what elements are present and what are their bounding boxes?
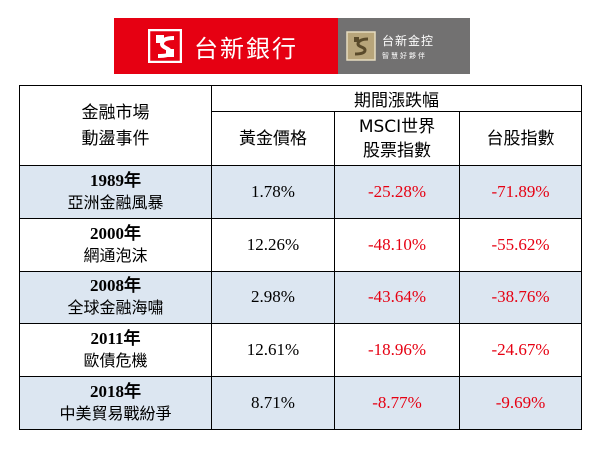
table-row: 2011年 歐債危機 12.61% -18.96% -24.67%: [19, 323, 583, 378]
header-row-2: 黃金價格 MSCI世界 股票指數 台股指數: [20, 111, 583, 166]
holding-name: 台新金控: [382, 33, 435, 48]
event-name: 歐債危機: [83, 351, 148, 371]
gold-change: 8.71%: [211, 376, 335, 430]
event-cell: 2011年 歐債危機: [19, 323, 212, 378]
header-event: 金融市場 動盪事件: [19, 85, 212, 166]
msci-change: -18.96%: [334, 323, 460, 378]
header-twse: 台股指數: [458, 111, 583, 166]
event-year: 2008年: [90, 276, 141, 296]
twse-change: -24.67%: [458, 323, 583, 378]
event-name: 網通泡沫: [83, 245, 148, 265]
twse-change: -9.69%: [458, 376, 583, 430]
table-row: 1989年 亞洲金融風暴 1.78% -25.28% -71.89%: [19, 165, 583, 219]
taishin-logo-icon: [148, 29, 182, 63]
taishin-holding-logo-icon: [346, 31, 376, 61]
event-year: 2000年: [90, 223, 141, 243]
header-msci-line2: 股票指數: [363, 140, 431, 161]
event-year: 2011年: [90, 329, 141, 349]
header-banner: 台新銀行 台新金控 智慧好夥伴: [114, 18, 470, 74]
table-row: 2018年 中美貿易戰紛爭 8.71% -8.77% -9.69%: [19, 376, 583, 430]
bank-name: 台新銀行: [194, 34, 298, 63]
msci-change: -8.77%: [334, 376, 460, 430]
msci-change: -43.64%: [334, 270, 460, 325]
header-event-line1: 金融市場: [81, 102, 150, 123]
gold-change: 12.61%: [211, 323, 335, 378]
event-year: 1989年: [90, 170, 141, 190]
event-year: 2018年: [90, 382, 141, 402]
twse-change: -55.62%: [458, 217, 583, 272]
header-gold: 黃金價格: [211, 111, 335, 166]
table-row: 2008年 全球金融海嘯 2.98% -43.64% -38.76%: [19, 270, 583, 325]
event-name: 中美貿易戰紛爭: [59, 404, 172, 424]
gold-change: 2.98%: [211, 270, 335, 325]
header-period: 期間漲跌幅: [210, 85, 583, 112]
msci-change: -25.28%: [334, 165, 460, 219]
header-row-1: 金融市場 動盪事件 期間漲跌幅: [19, 85, 583, 166]
holding-slogan: 智慧好夥伴: [382, 51, 427, 60]
gold-change: 1.78%: [211, 165, 335, 219]
header-event-line2: 動盪事件: [81, 128, 150, 149]
twse-change: -71.89%: [458, 165, 583, 219]
event-name: 全球金融海嘯: [67, 298, 164, 318]
header-msci-line1: MSCI世界: [358, 116, 436, 137]
bank-brand: 台新銀行: [114, 18, 338, 74]
holding-text: 台新金控 智慧好夥伴: [382, 32, 434, 61]
table-row: 2000年 網通泡沫 12.26% -48.10% -55.62%: [19, 217, 583, 272]
event-cell: 2018年 中美貿易戰紛爭: [19, 376, 212, 430]
twse-change: -38.76%: [458, 270, 583, 325]
gold-change: 12.26%: [211, 217, 335, 272]
market-turmoil-table: 金融市場 動盪事件 期間漲跌幅 黃金價格 MSCI世界 股票指數 台股指數 19…: [19, 85, 583, 430]
event-name: 亞洲金融風暴: [67, 192, 164, 212]
holding-brand: 台新金控 智慧好夥伴: [338, 18, 470, 74]
event-cell: 2000年 網通泡沫: [19, 217, 212, 272]
event-cell: 1989年 亞洲金融風暴: [19, 165, 212, 219]
event-cell: 2008年 全球金融海嘯: [19, 270, 212, 325]
msci-change: -48.10%: [334, 217, 460, 272]
header-msci: MSCI世界 股票指數: [334, 111, 460, 166]
